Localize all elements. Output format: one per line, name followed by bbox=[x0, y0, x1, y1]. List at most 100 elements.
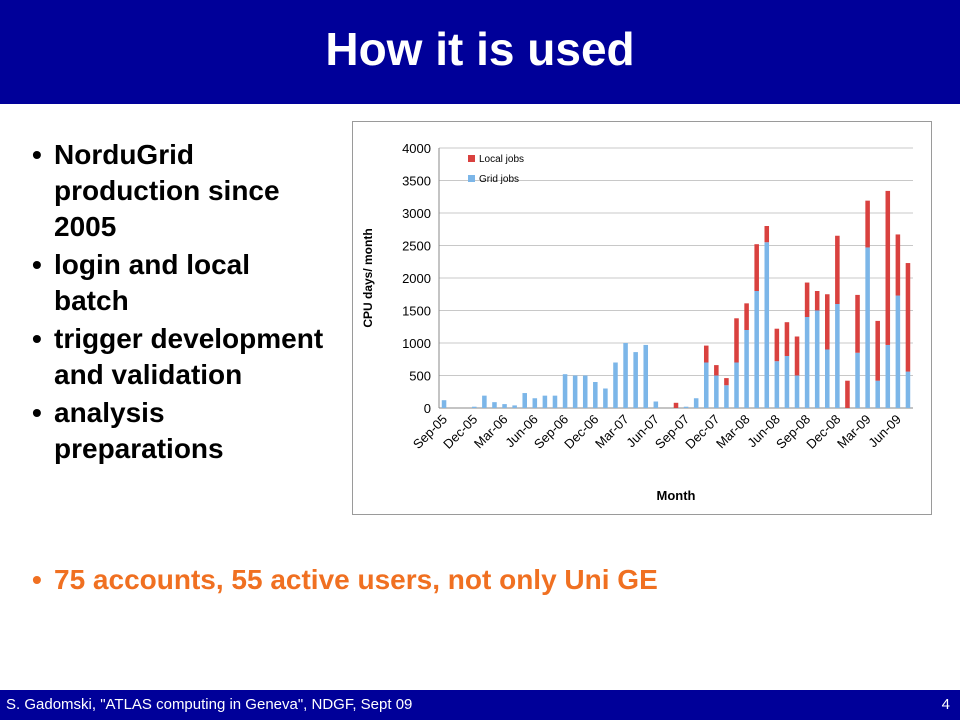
chart-svg: 05001000150020002500300035004000Sep-05De… bbox=[361, 141, 913, 503]
bar-grid-jobs bbox=[683, 406, 689, 408]
bar-grid-jobs bbox=[562, 374, 568, 408]
bar-grid-jobs bbox=[643, 344, 649, 408]
bar-grid-jobs bbox=[895, 295, 901, 408]
bar-grid-jobs bbox=[905, 371, 911, 408]
accounts-highlight: 75 accounts, 55 active users, not only U… bbox=[32, 562, 658, 598]
bar-grid-jobs bbox=[724, 385, 729, 408]
bar-local-jobs bbox=[865, 200, 870, 248]
bar-local-jobs bbox=[764, 226, 770, 243]
bar-grid-jobs bbox=[593, 382, 598, 408]
x-tick-label: Mar-09 bbox=[834, 412, 874, 452]
bar-local-jobs bbox=[794, 336, 800, 376]
bar-grid-jobs bbox=[885, 344, 891, 408]
bar-grid-jobs bbox=[603, 388, 608, 408]
bar-grid-jobs bbox=[825, 349, 830, 408]
legend-swatch bbox=[468, 155, 475, 162]
bar-local-jobs bbox=[744, 303, 749, 330]
bar-local-jobs bbox=[673, 402, 679, 408]
y-tick-label: 3000 bbox=[402, 206, 431, 221]
bar-grid-jobs bbox=[441, 400, 447, 408]
bullet-list: NorduGrid production since 2005 login an… bbox=[32, 137, 332, 469]
x-tick-label: Dec-05 bbox=[440, 412, 480, 452]
bar-local-jobs bbox=[905, 263, 911, 372]
bar-grid-jobs bbox=[754, 291, 759, 408]
bar-local-jobs bbox=[855, 294, 860, 353]
x-tick-label: Dec-08 bbox=[803, 412, 843, 452]
bar-grid-jobs bbox=[572, 375, 578, 408]
legend-label: Local jobs bbox=[479, 154, 524, 165]
bar-grid-jobs bbox=[472, 406, 477, 408]
bar-grid-jobs bbox=[693, 398, 699, 408]
bar-grid-jobs bbox=[875, 380, 880, 408]
bar-local-jobs bbox=[754, 244, 759, 291]
x-tick-label: Mar-06 bbox=[471, 412, 511, 452]
y-tick-label: 4000 bbox=[402, 141, 431, 156]
footer-text: S. Gadomski, "ATLAS computing in Geneva"… bbox=[6, 696, 413, 713]
bar-local-jobs bbox=[825, 294, 830, 350]
x-axis-title: Month bbox=[657, 488, 696, 503]
bar-local-jobs bbox=[724, 378, 729, 386]
bullet-item: analysis preparations bbox=[32, 395, 332, 467]
bar-grid-jobs bbox=[804, 317, 810, 408]
bar-grid-jobs bbox=[774, 361, 780, 408]
bar-local-jobs bbox=[845, 380, 850, 408]
x-tick-label: Mar-08 bbox=[713, 412, 753, 452]
bar-local-jobs bbox=[804, 282, 810, 317]
x-tick-label: Jun-09 bbox=[865, 412, 904, 451]
bar-local-jobs bbox=[895, 234, 901, 296]
page-number: 4 bbox=[941, 696, 950, 713]
bar-grid-jobs bbox=[532, 398, 538, 408]
bar-grid-jobs bbox=[633, 352, 638, 408]
bar-grid-jobs bbox=[714, 375, 719, 408]
bar-local-jobs bbox=[784, 322, 790, 356]
legend-swatch bbox=[468, 175, 475, 182]
bar-grid-jobs bbox=[492, 402, 497, 408]
bar-grid-jobs bbox=[482, 395, 487, 408]
y-axis-title: CPU days/ month bbox=[361, 228, 375, 327]
bullet-item: NorduGrid production since 2005 bbox=[32, 137, 332, 245]
bar-grid-jobs bbox=[522, 393, 527, 408]
legend-label: Grid jobs bbox=[479, 174, 519, 185]
bullet-item: trigger development and validation bbox=[32, 321, 332, 393]
y-tick-label: 500 bbox=[409, 369, 431, 384]
bar-grid-jobs bbox=[784, 356, 790, 408]
bar-local-jobs bbox=[703, 345, 709, 363]
bar-grid-jobs bbox=[865, 247, 870, 408]
bar-grid-jobs bbox=[502, 404, 507, 408]
bar-grid-jobs bbox=[552, 395, 558, 408]
bar-local-jobs bbox=[885, 190, 891, 345]
cpu-usage-chart: 0 500 1000 1500 2000 2500 3000 3500 4000 Sep-05 De… bbox=[352, 121, 932, 515]
y-tick-label: 0 bbox=[424, 401, 431, 416]
bar-grid-jobs bbox=[734, 362, 739, 408]
bullet-item: login and local batch bbox=[32, 247, 332, 319]
x-tick-label: Mar-07 bbox=[592, 412, 632, 452]
bar-grid-jobs bbox=[613, 362, 618, 408]
bar-grid-jobs bbox=[512, 405, 517, 408]
y-tick-label: 1500 bbox=[402, 304, 431, 319]
y-tick-label: 3500 bbox=[402, 174, 431, 189]
footer-bar: S. Gadomski, "ATLAS computing in Geneva"… bbox=[0, 690, 960, 720]
x-tick-label: Dec-06 bbox=[561, 412, 601, 452]
title-bar: How it is used bbox=[0, 0, 960, 104]
bar-local-jobs bbox=[835, 235, 840, 304]
bar-grid-jobs bbox=[582, 375, 588, 408]
bar-grid-jobs bbox=[744, 330, 749, 408]
bar-local-jobs bbox=[875, 320, 880, 381]
bar-local-jobs bbox=[734, 318, 739, 363]
bar-grid-jobs bbox=[542, 395, 548, 408]
bar-local-jobs bbox=[814, 291, 820, 311]
slide-title: How it is used bbox=[325, 23, 635, 75]
bar-local-jobs bbox=[714, 365, 719, 376]
bar-grid-jobs bbox=[764, 242, 770, 408]
x-tick-label: Dec-07 bbox=[682, 412, 722, 452]
bar-grid-jobs bbox=[653, 401, 659, 408]
bar-local-jobs bbox=[774, 328, 780, 362]
y-tick-label: 2500 bbox=[402, 239, 431, 254]
bar-grid-jobs bbox=[703, 362, 709, 408]
bar-grid-jobs bbox=[855, 352, 860, 408]
bar-grid-jobs bbox=[623, 343, 628, 408]
bar-grid-jobs bbox=[835, 304, 840, 408]
bar-grid-jobs bbox=[794, 375, 800, 408]
y-tick-label: 2000 bbox=[402, 271, 431, 286]
y-tick-label: 1000 bbox=[402, 336, 431, 351]
